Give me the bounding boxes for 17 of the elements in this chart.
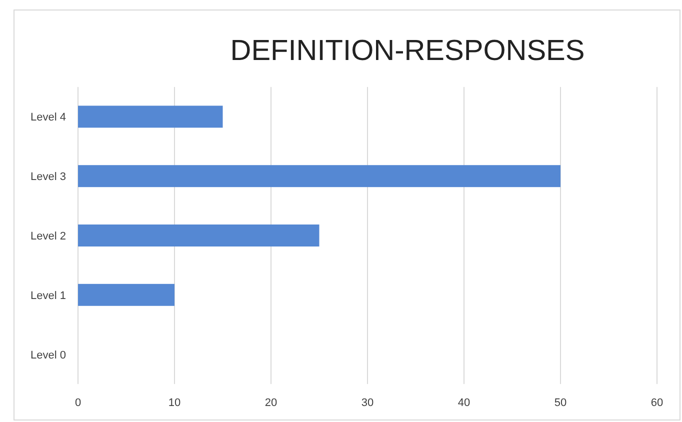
x-tick-label: 30 <box>361 397 374 409</box>
x-tick-label: 20 <box>264 397 278 409</box>
x-tick-label: 10 <box>168 397 181 409</box>
bar <box>78 106 223 128</box>
y-tick-label: Level 1 <box>30 290 66 302</box>
y-tick-label: Level 4 <box>30 112 66 124</box>
y-tick-label: Level 2 <box>30 230 66 242</box>
bar <box>78 224 320 246</box>
bar <box>78 165 560 188</box>
x-tick-label: 0 <box>74 397 82 409</box>
y-tick-label: Level 3 <box>30 171 66 184</box>
x-tick-label: 40 <box>458 397 470 409</box>
x-tick-label: 50 <box>554 397 567 409</box>
bar <box>78 284 174 306</box>
x-tick-label: 60 <box>650 397 664 409</box>
chart-title: DEFINITION-RESPONSES <box>230 35 585 67</box>
y-tick-label: Level 0 <box>30 349 66 362</box>
